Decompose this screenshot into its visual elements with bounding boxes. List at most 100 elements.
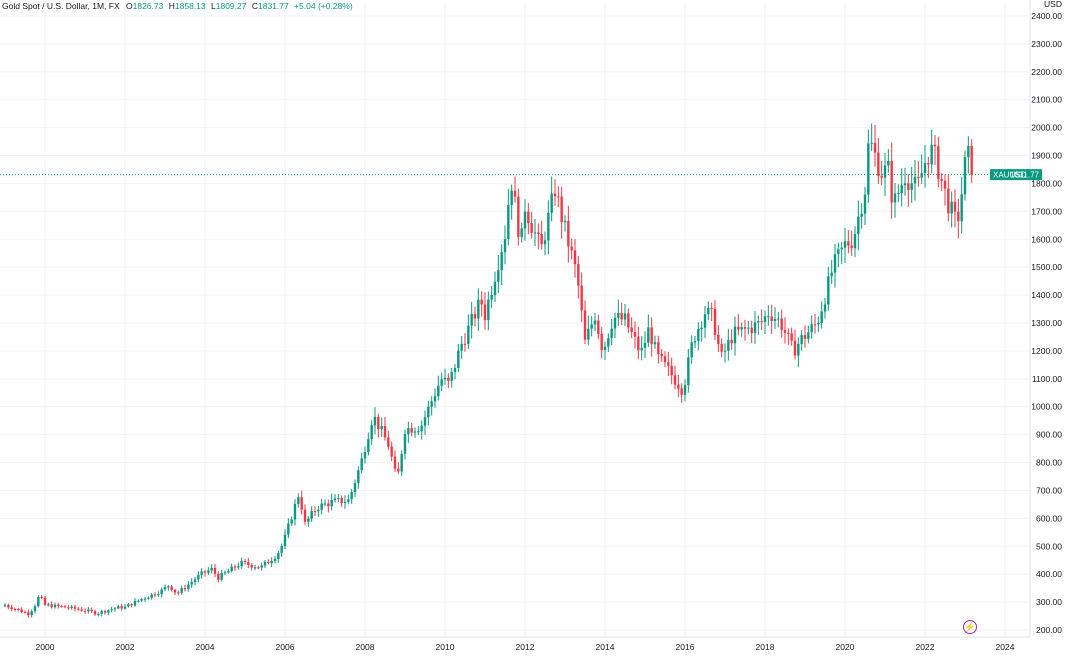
y-tick-label: 2100.00	[1031, 95, 1062, 105]
candle-body	[890, 160, 893, 203]
ticker-badge	[990, 169, 1042, 181]
y-tick-label: 600.00	[1036, 513, 1062, 523]
legend-symbol: Gold Spot / U.S. Dollar, 1M, FX	[2, 1, 120, 11]
candle-body	[400, 453, 403, 472]
candle-body	[960, 194, 963, 222]
x-tick-label: 2000	[36, 642, 55, 652]
candle-body	[653, 342, 657, 345]
candle-body	[837, 249, 840, 255]
candle-body	[643, 342, 647, 348]
candle-body	[127, 604, 130, 607]
candle-body	[630, 327, 633, 332]
candle-body	[170, 586, 173, 590]
candle-body	[647, 327, 650, 343]
candle-body	[550, 193, 553, 213]
candle-body	[547, 212, 550, 241]
candle-body	[330, 499, 333, 507]
candle-body	[277, 553, 280, 559]
candle-body	[153, 594, 157, 596]
candle-body	[77, 608, 80, 610]
candle-body	[813, 324, 817, 326]
candle-body	[677, 384, 680, 389]
candle-body	[917, 176, 920, 178]
candle-body	[863, 194, 867, 214]
candle-body	[180, 588, 183, 593]
candle-body	[360, 458, 363, 471]
legend-low-label: L	[211, 1, 216, 11]
candle-body	[503, 238, 507, 253]
candle-body	[510, 190, 513, 205]
candle-body	[350, 492, 353, 500]
candle-body	[283, 534, 287, 547]
x-tick-label: 2016	[676, 642, 695, 652]
candle-body	[557, 196, 560, 198]
candle-body	[950, 201, 953, 214]
candle-body	[430, 401, 433, 407]
candle-body	[500, 252, 503, 271]
candle-body	[307, 518, 310, 522]
candle-body	[367, 439, 370, 453]
candle-body	[533, 232, 537, 234]
candle-body	[100, 611, 103, 614]
candle-body	[197, 574, 200, 580]
candle-body	[897, 193, 900, 195]
candle-body	[807, 332, 810, 339]
candle-body	[910, 183, 913, 190]
legend-open-label: O	[126, 1, 133, 11]
candle-body	[297, 497, 300, 504]
candle-body	[50, 604, 53, 608]
candle-body	[33, 606, 37, 612]
candle-body	[27, 612, 30, 616]
candle-body	[900, 185, 903, 194]
candle-body	[743, 327, 747, 329]
candle-body	[553, 193, 557, 197]
candle-body	[893, 193, 897, 203]
candle-body	[867, 143, 870, 195]
y-tick-label: 2400.00	[1031, 11, 1062, 21]
candle-body	[377, 416, 380, 430]
candle-body	[927, 163, 930, 165]
candle-body	[203, 571, 207, 573]
candle-body	[670, 365, 673, 376]
candle-body	[513, 190, 517, 197]
candle-body	[850, 245, 853, 249]
lightning-icon[interactable]: ⚡	[963, 620, 977, 634]
candle-body	[613, 317, 617, 329]
candle-body	[497, 270, 500, 282]
candle-body	[870, 142, 873, 144]
candle-body	[420, 425, 423, 432]
legend-high-label: H	[168, 1, 175, 11]
candle-body	[860, 213, 863, 217]
candle-body	[103, 611, 107, 613]
candle-body	[147, 597, 150, 599]
candle-body	[650, 327, 653, 345]
candle-body	[190, 581, 193, 585]
candle-body	[343, 501, 347, 503]
legend-close-label: C	[251, 1, 258, 11]
candle-body	[697, 328, 700, 342]
candle-body	[47, 604, 50, 606]
candle-body	[13, 609, 17, 611]
candle-body	[843, 241, 847, 248]
candle-body	[243, 560, 247, 563]
candle-body	[700, 327, 703, 329]
candle-body	[43, 597, 47, 605]
candle-body	[707, 307, 710, 315]
candle-body	[130, 604, 133, 606]
candle-body	[527, 211, 530, 224]
x-tick-label: 2010	[436, 642, 455, 652]
candle-body	[460, 343, 463, 351]
candle-body	[717, 334, 720, 345]
candle-body	[593, 320, 597, 325]
candle-body	[480, 299, 483, 305]
candle-body	[207, 570, 210, 573]
y-tick-label: 2000.00	[1031, 123, 1062, 133]
candle-body	[820, 311, 823, 323]
candle-body	[913, 176, 917, 184]
candle-body	[857, 216, 860, 234]
candle-body	[603, 346, 607, 350]
candle-body	[70, 606, 73, 608]
candle-body	[953, 201, 957, 212]
